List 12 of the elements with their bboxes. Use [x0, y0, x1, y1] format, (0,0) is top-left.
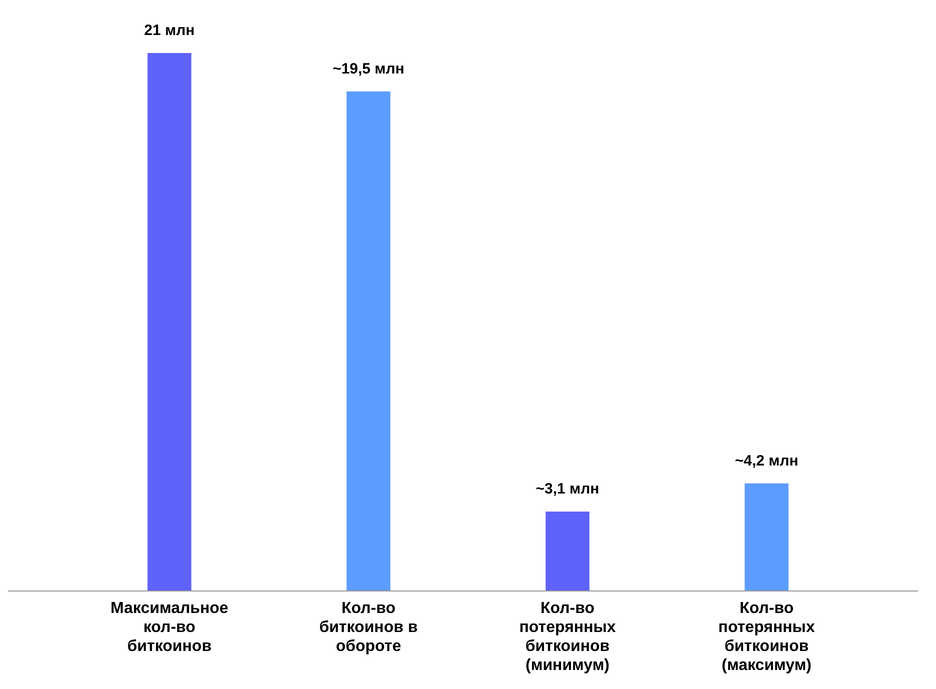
data-label: ~4,2 млн: [734, 452, 798, 470]
data-label: 21 млн: [144, 22, 195, 39]
x-tick-label: Максимальное кол-во биткоинов: [110, 600, 228, 655]
bar: [744, 483, 788, 591]
data-label: ~19,5 млн: [332, 60, 404, 78]
bar: [148, 53, 192, 591]
bar: [346, 91, 390, 591]
data-label: ~3,1 млн: [536, 480, 600, 498]
x-tick-label: Кол-во биткоинов в обороте: [319, 600, 418, 655]
x-tick-label: Кол-во потерянных биткоинов (максимум): [718, 600, 815, 674]
x-tick-label: Кол-во потерянных биткоинов (минимум): [519, 600, 616, 674]
bar: [546, 512, 590, 591]
